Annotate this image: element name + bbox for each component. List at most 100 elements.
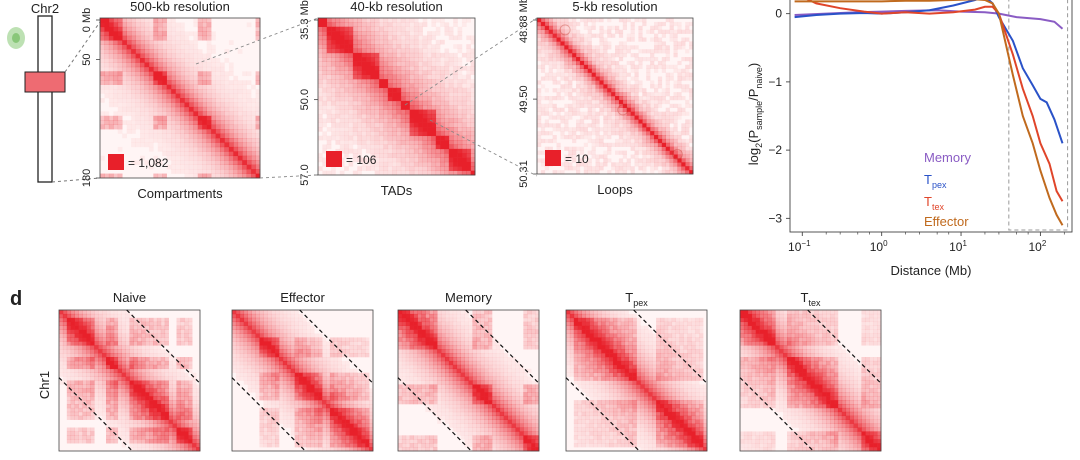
heatmap-cell	[440, 166, 445, 171]
heatmap-cell	[86, 368, 91, 373]
heatmap-cell	[175, 164, 181, 170]
heatmap-cell	[233, 160, 239, 165]
heatmap-cell	[387, 140, 393, 145]
heatmap-cell	[548, 37, 553, 42]
heatmap-cell	[153, 360, 158, 366]
heatmap-cell	[193, 71, 199, 77]
heatmap-cell	[370, 96, 375, 102]
heatmap-cell	[431, 113, 437, 119]
heatmap-cell	[235, 349, 241, 354]
heatmap-cell	[98, 317, 103, 323]
heatmap-cell	[290, 333, 295, 338]
heatmap-cell	[113, 384, 119, 389]
heatmap-cell	[568, 64, 573, 69]
heatmap-cell	[125, 357, 130, 362]
heatmap-cell	[153, 357, 158, 362]
heatmap-cell	[642, 107, 647, 112]
heatmap-cell	[392, 83, 397, 89]
heatmap-cell	[171, 80, 176, 85]
heatmap-cell	[383, 22, 389, 28]
heatmap-cell	[383, 92, 389, 97]
heatmap-cell	[453, 153, 458, 158]
heatmap-cell	[242, 133, 247, 139]
heatmap-cell	[314, 341, 319, 346]
heatmap-cell	[548, 18, 553, 23]
heatmap-cell	[537, 45, 542, 50]
heatmap-cell	[164, 325, 169, 330]
heatmap-cell	[193, 164, 199, 170]
heatmap-cell	[622, 64, 627, 69]
heatmap-cell	[615, 170, 620, 175]
heatmap-cell	[400, 153, 406, 158]
heatmap-cell	[405, 22, 410, 28]
heatmap-cell	[94, 404, 99, 409]
heatmap-cell	[591, 64, 596, 69]
heatmap-cell	[685, 103, 690, 108]
heatmap-cell	[211, 75, 216, 81]
heatmap-cell	[180, 35, 185, 41]
heatmap-cell	[548, 76, 553, 81]
heatmap-cell	[113, 124, 119, 130]
heatmap-cell	[148, 93, 154, 99]
heatmap-cell	[657, 29, 663, 34]
heatmap-cell	[82, 384, 87, 389]
heatmap-cell	[206, 40, 212, 45]
heatmap-cell	[576, 88, 581, 93]
heatmap-cell	[94, 396, 99, 401]
heatmap-cell	[607, 45, 612, 50]
heatmap-cell	[591, 127, 596, 132]
heatmap-cell	[133, 345, 138, 350]
heatmap-cell	[638, 107, 643, 112]
heatmap-cell	[108, 35, 114, 41]
heatmap-cell	[255, 173, 261, 179]
heatmap-cell	[383, 144, 389, 150]
heatmap-cell	[537, 53, 542, 58]
heatmap-cell	[290, 360, 295, 366]
heatmap-cell	[396, 39, 402, 45]
heatmap-cell	[144, 18, 150, 23]
heatmap-cell	[117, 345, 122, 350]
heatmap-cell	[568, 60, 573, 66]
heatmap-cell	[70, 360, 75, 366]
heatmap-cell	[669, 115, 674, 120]
heatmap-cell	[365, 65, 371, 71]
heatmap-cell	[587, 103, 592, 108]
heatmap-cell	[681, 127, 686, 132]
heatmap-cell	[140, 31, 145, 37]
heatmap-cell	[117, 129, 123, 134]
heatmap-cell	[564, 76, 569, 81]
heatmap-cell	[654, 123, 659, 128]
heatmap-cell	[66, 353, 72, 358]
heatmap-cell	[448, 26, 454, 32]
heatmap-cell	[237, 155, 243, 161]
heatmap-cell	[344, 35, 349, 41]
heatmap-cell	[654, 115, 659, 120]
heatmap-cell	[685, 146, 690, 151]
heatmap-cell	[583, 72, 588, 77]
heatmap-cell	[302, 357, 307, 362]
heatmap-cell	[413, 127, 419, 132]
heatmap-cell	[129, 427, 134, 432]
heatmap-cell	[579, 68, 585, 73]
heatmap-cell	[470, 113, 476, 119]
heatmap-cell	[387, 92, 393, 97]
heatmap-cell	[642, 111, 647, 116]
heatmap-cell	[392, 122, 397, 128]
heatmap-cell	[235, 357, 241, 362]
heatmap-cell	[556, 68, 561, 73]
heatmap-cell	[302, 317, 307, 323]
heatmap-cell	[192, 439, 197, 444]
heatmap-cell	[192, 384, 197, 389]
heatmap-cell	[153, 407, 158, 413]
heatmap-cell	[66, 407, 72, 413]
heatmap-cell	[153, 419, 158, 424]
heatmap-cell	[255, 133, 261, 139]
heatmap-cell	[129, 353, 134, 358]
heatmap-cell	[290, 337, 295, 342]
heatmap-cell	[62, 364, 68, 370]
heatmap-cell	[202, 93, 207, 99]
heatmap-cell	[357, 109, 362, 115]
heatmap-cell	[153, 423, 158, 428]
heatmap-cell	[184, 146, 190, 152]
heatmap-cell	[141, 443, 146, 448]
